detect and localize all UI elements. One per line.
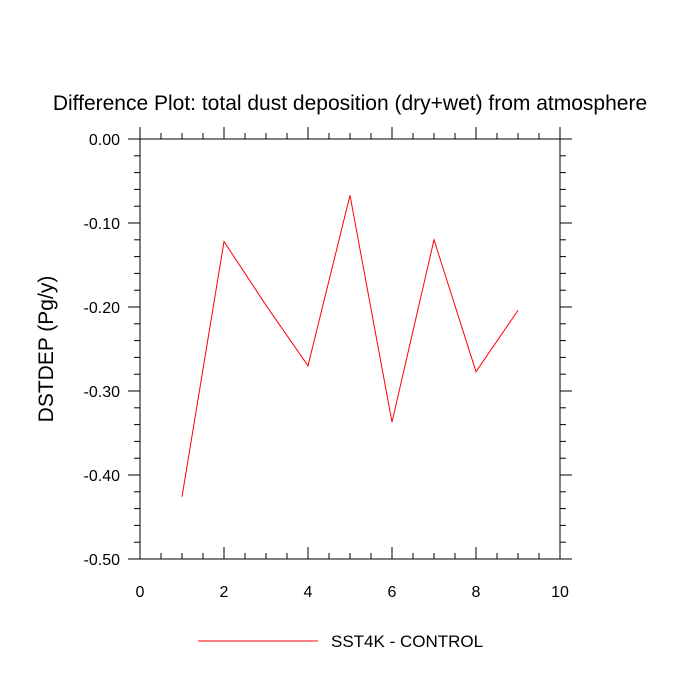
legend: SST4K - CONTROL [198,632,483,651]
x-tick-label: 10 [551,584,569,601]
y-tick-label: -0.40 [84,468,121,485]
x-axis-tick-labels: 0 2 4 6 8 10 [136,584,569,601]
series-group [181,195,519,497]
x-tick-label: 6 [388,584,397,601]
y-tick-label: -0.20 [84,300,121,317]
y-axis-label: DSTDEP (Pg/y) [35,276,58,423]
x-axis-minor-ticks [160,133,540,559]
x-tick-label: 8 [472,584,481,601]
y-tick-label: -0.10 [84,216,121,233]
x-tick-label: 2 [220,584,229,601]
y-tick-label: 0.00 [89,132,120,149]
series-line [181,195,519,497]
y-axis-ticks [128,138,572,560]
y-tick-label: -0.30 [84,384,121,401]
legend-label: SST4K - CONTROL [331,632,483,651]
x-axis-ticks [139,127,561,559]
x-tick-label: 4 [304,584,313,601]
chart-title: Difference Plot: total dust deposition (… [53,92,647,115]
plot-frame [139,138,561,560]
x-tick-label: 0 [136,584,145,601]
y-axis-minor-ticks [134,155,566,543]
y-tick-label: -0.50 [84,552,121,569]
y-axis-tick-labels: 0.00 -0.10 -0.20 -0.30 -0.40 -0.50 [84,132,121,569]
